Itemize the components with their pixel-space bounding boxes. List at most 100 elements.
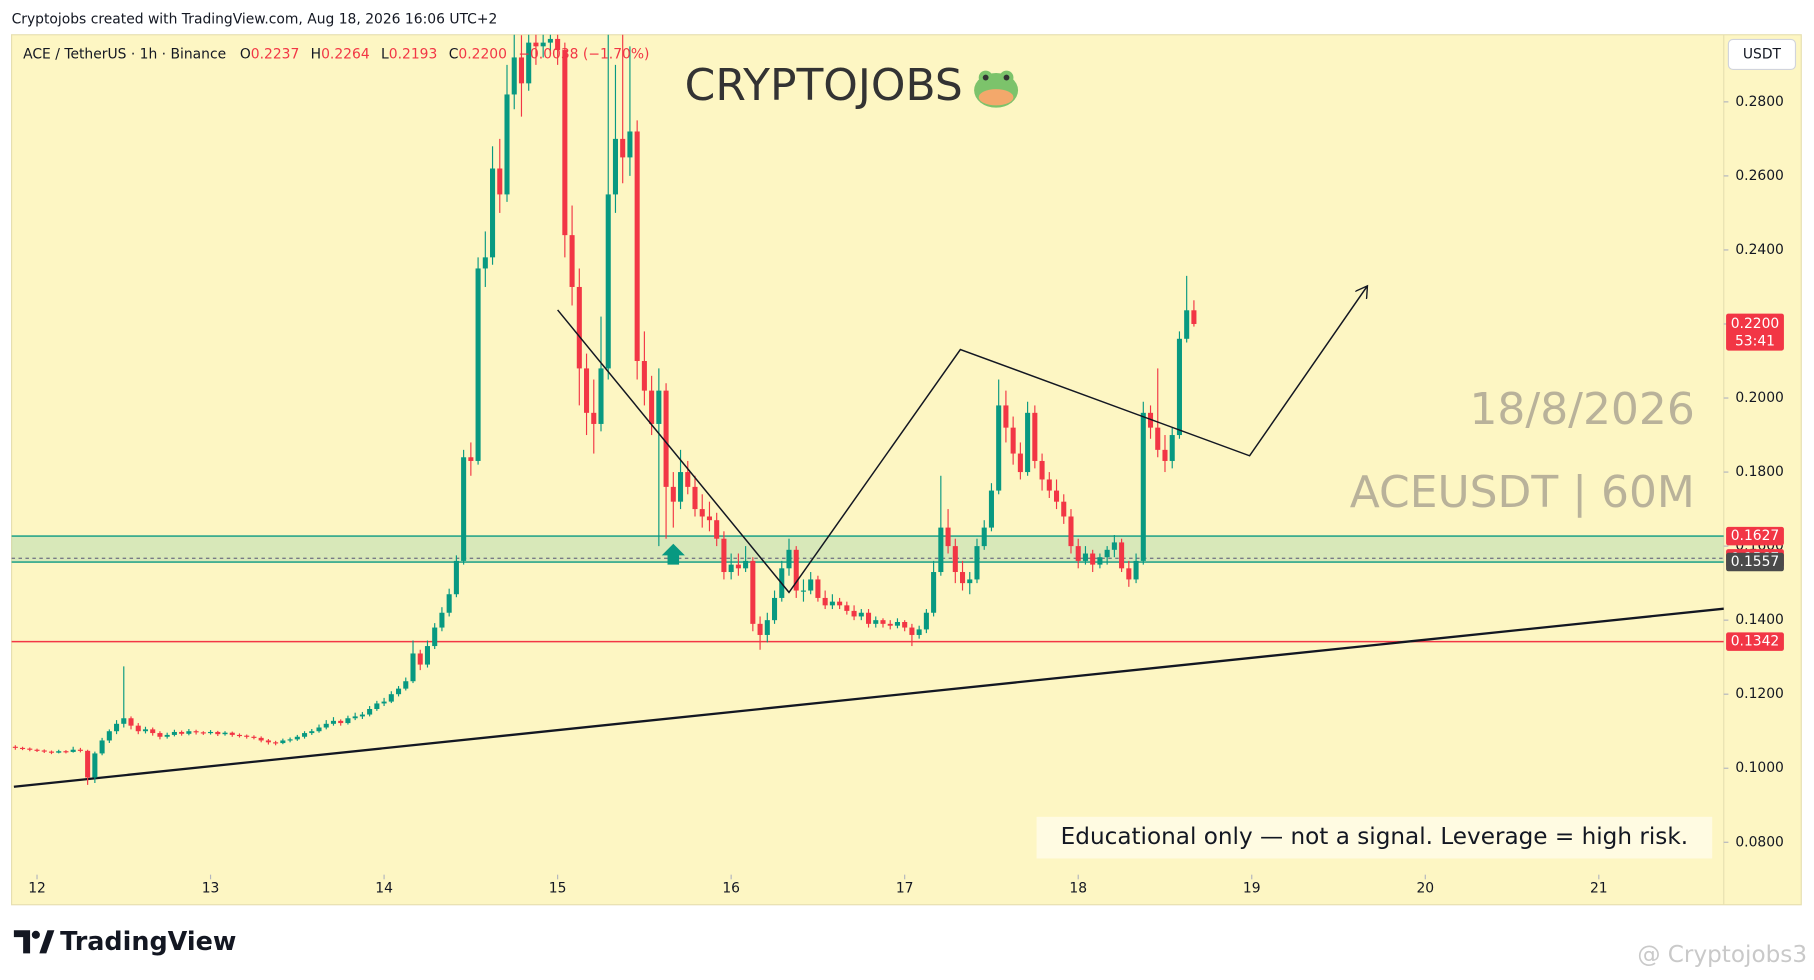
candle-body xyxy=(114,723,120,732)
candle-body xyxy=(56,751,62,753)
candle-body xyxy=(367,708,373,715)
candle-body xyxy=(663,390,669,487)
candle-body xyxy=(873,620,879,624)
candle-body xyxy=(403,681,409,689)
candle-body xyxy=(417,653,423,665)
candle-body xyxy=(750,560,756,624)
candle-body xyxy=(432,627,438,647)
candle-body xyxy=(1126,568,1132,580)
candle-body xyxy=(721,538,727,573)
candle-body xyxy=(410,653,416,682)
candle-body xyxy=(815,579,821,598)
candle-body xyxy=(85,750,91,778)
watermark-date: 18/8/2026 xyxy=(1469,384,1694,435)
change: −0.0038 (−1.70%) xyxy=(518,46,649,62)
candle-body xyxy=(1046,479,1052,491)
ohlc-value: 0.2264 xyxy=(321,46,370,62)
y-tick-label: 0.1000 xyxy=(1735,760,1784,776)
candle-body xyxy=(280,740,286,744)
x-tick-label: 19 xyxy=(1243,881,1261,897)
candle-body xyxy=(70,749,76,752)
candle-body xyxy=(294,736,300,740)
candle-body xyxy=(866,612,872,624)
countdown: 53:41 xyxy=(1735,333,1775,349)
candle-body xyxy=(974,546,980,580)
y-tick-label: 0.2000 xyxy=(1735,390,1784,406)
candle-body xyxy=(265,740,271,743)
symbol: ACE / TetherUS · 1h · Binance xyxy=(23,46,226,62)
candle-body xyxy=(12,746,18,748)
candle-body xyxy=(612,138,618,195)
candle-body xyxy=(1155,427,1161,450)
candle-body xyxy=(634,131,640,362)
candle-body xyxy=(309,731,315,734)
candle-body xyxy=(584,368,590,413)
candle-body xyxy=(453,560,459,595)
candle-body xyxy=(468,457,474,461)
signal-arrow xyxy=(661,543,685,565)
candle-body xyxy=(258,737,264,741)
candle-body xyxy=(829,601,835,606)
price-tag xyxy=(1726,526,1784,546)
candle-body xyxy=(945,527,951,547)
candle-body xyxy=(302,733,308,737)
candle-body xyxy=(620,138,626,158)
candle-body xyxy=(793,549,799,591)
candle-body xyxy=(959,572,966,584)
candle-body xyxy=(685,472,691,487)
chart-title: CRYPTOJOBS xyxy=(685,60,963,111)
candle-body xyxy=(475,268,481,461)
candle-body xyxy=(844,605,850,611)
candle-body xyxy=(171,731,177,735)
candle-body xyxy=(150,729,156,734)
candle-body xyxy=(490,168,496,258)
candle-body xyxy=(786,549,792,569)
candle-body xyxy=(186,731,192,734)
candle-body xyxy=(1061,501,1067,517)
candle-body xyxy=(215,731,221,735)
candle-body xyxy=(1176,338,1182,436)
candle-body xyxy=(20,747,26,750)
candle-body xyxy=(533,42,539,47)
x-tick-label: 21 xyxy=(1590,881,1608,897)
candle-body xyxy=(1191,310,1197,324)
candle-body xyxy=(1119,542,1125,569)
ohlc-letter: C xyxy=(449,46,459,62)
candle-body xyxy=(323,723,329,728)
candle-body xyxy=(938,527,944,573)
candle-body xyxy=(931,572,937,613)
candle-body xyxy=(236,734,243,737)
note-box xyxy=(1036,816,1713,859)
ohlc-letter: H xyxy=(311,46,321,62)
candle-body xyxy=(316,727,322,732)
candle-body xyxy=(1039,460,1045,480)
candle-body xyxy=(880,620,886,624)
candle-body xyxy=(909,627,915,635)
candle-body xyxy=(699,509,705,517)
y-tick-label: 0.2600 xyxy=(1735,168,1784,184)
price-tag-label: 0.1342 xyxy=(1731,634,1780,650)
candle-body xyxy=(179,731,185,734)
candle-body xyxy=(446,594,452,613)
candle-body xyxy=(164,734,170,737)
candle-body xyxy=(851,610,857,617)
candle-body xyxy=(273,742,279,744)
candle-body xyxy=(1025,412,1031,473)
candle-body xyxy=(1068,516,1074,547)
legend: ACE / TetherUS · 1h · Binance O0.2237 H0… xyxy=(23,46,649,62)
candle-body xyxy=(952,546,958,573)
price-tag-label: 0.1627 xyxy=(1731,528,1780,544)
candle-body xyxy=(591,412,597,424)
ohlc-value: 0.2237 xyxy=(251,46,300,62)
currency-box[interactable] xyxy=(1727,38,1797,71)
candle-body xyxy=(92,753,98,778)
candle-body xyxy=(627,131,633,158)
x-tick-label: 17 xyxy=(896,881,914,897)
candle-body xyxy=(1053,490,1060,502)
candle-body xyxy=(858,612,864,617)
candle-body xyxy=(1075,546,1081,561)
candle-body xyxy=(1003,405,1009,428)
candle-body xyxy=(569,235,575,287)
x-tick-label: 15 xyxy=(549,881,567,897)
